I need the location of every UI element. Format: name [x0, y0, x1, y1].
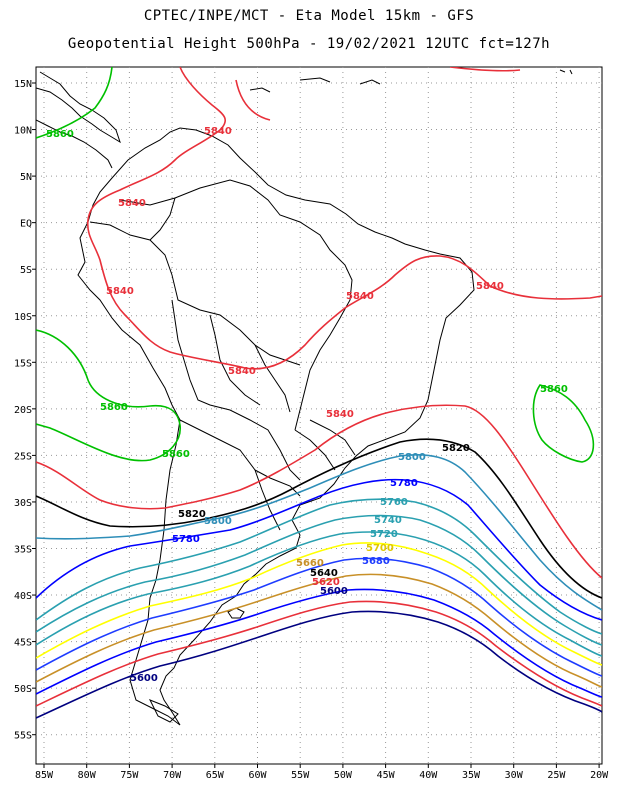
lat-tick-label: 15S: [14, 358, 32, 369]
contour-label: 5860: [540, 384, 568, 395]
contour-label: 5820: [442, 443, 470, 454]
central-america-coastline: [36, 71, 121, 144]
height-contours: [36, 67, 602, 719]
lat-tick-label: 15N: [14, 79, 32, 90]
lat-tick-label: 10S: [14, 312, 32, 323]
contour-labels: 5860 5840 5840 5840 5840 5840 5840 5840 …: [46, 126, 568, 684]
contour-label: 5660: [296, 558, 324, 569]
contour-5840-north: [86, 67, 602, 370]
contour-label: 5800: [398, 452, 426, 463]
coastlines: [36, 69, 573, 726]
contour-label: 5840: [204, 126, 232, 137]
contour-5860-west: [36, 329, 181, 462]
lon-tick-label: 85W: [35, 770, 54, 781]
contour-label: 5840: [118, 198, 146, 209]
lon-tick-label: 45W: [377, 770, 396, 781]
lat-tick-label: 45S: [14, 638, 32, 649]
contour-label: 5760: [380, 497, 408, 508]
lat-tick-label: 30S: [14, 498, 32, 509]
lat-lon-grid: [36, 67, 602, 764]
lat-tick-label: 35S: [14, 545, 32, 556]
contour-5600: [36, 610, 602, 719]
lon-tick-label: 50W: [334, 770, 353, 781]
contour-label: 5840: [326, 409, 354, 420]
axis-ticks: 15N 10N 5N EQ 5S 10S 15S 20S 25S 30S 35S 40S 45S 50S 5…: [14, 79, 609, 781]
lat-tick-label: 10N: [14, 126, 32, 137]
contour-5860-atlantic: [532, 384, 595, 463]
contour-label: 5860: [162, 449, 190, 460]
contour-5700: [36, 542, 602, 666]
lat-tick-label: 5N: [20, 172, 32, 183]
contour-label: 5720: [370, 529, 398, 540]
contour-5840-ne: [449, 67, 521, 72]
lon-tick-label: 35W: [462, 770, 481, 781]
lat-tick-label: 25S: [14, 451, 32, 462]
country-borders: [119, 179, 353, 431]
contour-5720: [36, 531, 602, 657]
lat-tick-label: 55S: [14, 731, 32, 742]
contour-label: 5840: [476, 281, 504, 292]
contour-label: 5740: [374, 515, 402, 526]
contour-label: 5600: [130, 673, 158, 684]
contour-label: 5620: [312, 577, 340, 588]
contour-label: 5840: [106, 286, 134, 297]
contour-label: 5640: [310, 568, 338, 579]
chart-title: CPTEC/INPE/MCT - Eta Model 15km - GFS: [143, 8, 475, 24]
contour-5740: [36, 514, 602, 646]
contour-label: 5800: [204, 516, 232, 527]
lon-tick-label: 75W: [120, 770, 139, 781]
south-america-coastline: [77, 127, 475, 726]
lon-tick-label: 60W: [248, 770, 267, 781]
contour-5640: [36, 588, 602, 698]
contour-5860-nw: [36, 67, 113, 139]
contour-5780: [36, 478, 602, 621]
lon-tick-label: 55W: [291, 770, 310, 781]
contour-label: 5820: [178, 509, 206, 520]
contour-label: 5780: [172, 534, 200, 545]
contour-label: 5600: [320, 586, 348, 597]
contour-5680: [36, 557, 602, 677]
contour-5760: [36, 498, 602, 635]
lat-tick-label: 5S: [20, 265, 32, 276]
lon-tick-label: 80W: [78, 770, 97, 781]
contour-label: 5680: [362, 556, 390, 567]
contour-label: 5840: [346, 291, 374, 302]
contour-5660: [36, 573, 602, 688]
contour-label: 5780: [390, 478, 418, 489]
lon-tick-label: 25W: [547, 770, 566, 781]
contour-5800: [36, 453, 602, 611]
lon-tick-label: 65W: [206, 770, 225, 781]
lat-tick-label: EQ: [20, 219, 32, 230]
contour-label: 5860: [46, 129, 74, 140]
contour-5840-south: [36, 404, 602, 579]
contour-5620: [36, 600, 602, 707]
lon-tick-label: 70W: [163, 770, 182, 781]
contour-label: 5860: [100, 402, 128, 413]
contour-label: 5840: [228, 366, 256, 377]
lon-tick-label: 30W: [505, 770, 524, 781]
contour-label: 5700: [366, 543, 394, 554]
lon-tick-label: 20W: [590, 770, 609, 781]
lat-tick-label: 40S: [14, 591, 32, 602]
lon-tick-label: 40W: [419, 770, 438, 781]
contour-5820: [36, 438, 602, 599]
lat-tick-label: 20S: [14, 405, 32, 416]
lat-tick-label: 50S: [14, 684, 32, 695]
chart-subtitle: Geopotential Height 500hPa - 19/02/2021 …: [67, 36, 551, 52]
plot-frame: [35, 66, 603, 765]
